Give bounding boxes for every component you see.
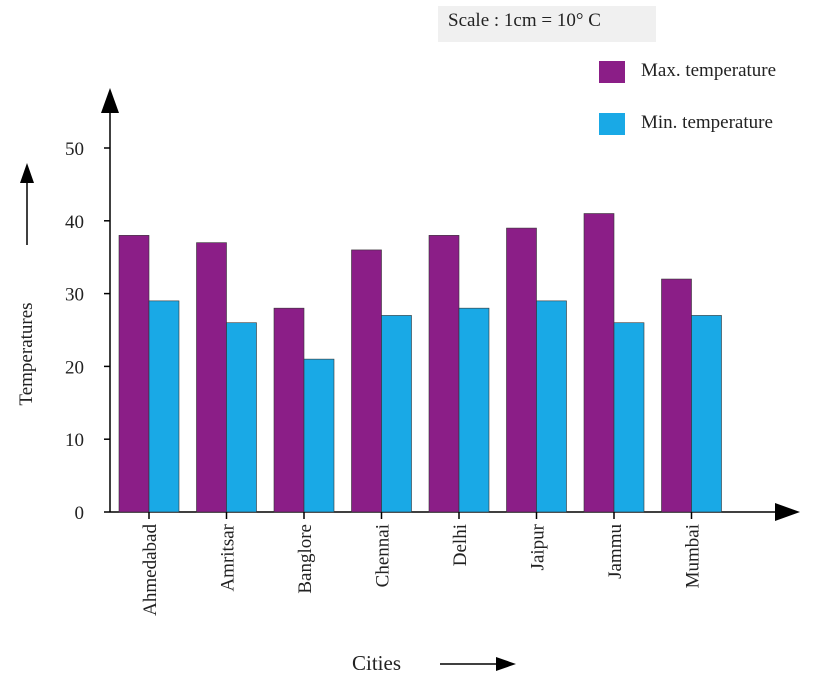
bar-max-chennai <box>351 249 382 513</box>
x-axis-label: Cities <box>352 651 402 675</box>
y-axis-arrow-icon <box>101 88 119 113</box>
bar-min-banglore <box>303 358 335 513</box>
bar-min-ahmedabad <box>148 300 180 513</box>
x-axis-arrow-icon <box>775 503 800 521</box>
x-tick-label: Ahmedabad <box>140 524 161 616</box>
y-tick-label: 40 <box>65 212 84 233</box>
x-tick-label: Jaipur <box>528 523 549 570</box>
bar-min-jaipur <box>536 300 567 513</box>
x-tick-label: Chennai <box>373 524 394 587</box>
x-label-arrow-icon <box>496 657 516 671</box>
bar-max-ahmedabad <box>118 235 150 513</box>
bar-min-chennai <box>381 315 412 513</box>
y-label-arrow-icon <box>20 163 34 183</box>
x-tick-label: Banglore <box>295 524 316 594</box>
bar-min-delhi <box>458 307 490 513</box>
bar-max-delhi <box>428 235 460 513</box>
bar-max-amritsar <box>196 242 227 513</box>
scale-note-background <box>438 6 656 42</box>
x-tick-label: Amritsar <box>218 523 239 591</box>
x-tick-label: Jammu <box>605 524 626 579</box>
bar-min-amritsar <box>226 322 257 513</box>
y-tick-label: 30 <box>65 285 84 306</box>
scale-note: Scale : 1cm = 10° C <box>448 10 601 31</box>
bar-max-banglore <box>273 307 305 513</box>
bar-min-mumbai <box>691 315 722 513</box>
x-tick-label: Mumbai <box>683 524 704 588</box>
legend-label-max: Max. temperature <box>641 60 777 81</box>
y-tick-label: 20 <box>65 357 84 378</box>
bar-min-jammu <box>613 322 645 513</box>
bar-max-mumbai <box>661 278 692 513</box>
legend-swatch-max <box>599 61 625 83</box>
legend-label-min: Min. temperature <box>641 112 773 133</box>
y-tick-label: 50 <box>65 139 84 160</box>
y-tick-label: 10 <box>65 430 84 451</box>
bar-max-jaipur <box>506 227 537 513</box>
legend-swatch-min <box>599 113 625 135</box>
x-tick-label: Delhi <box>450 524 471 566</box>
bar-max-jammu <box>583 213 615 513</box>
y-tick-label: 0 <box>75 503 85 524</box>
